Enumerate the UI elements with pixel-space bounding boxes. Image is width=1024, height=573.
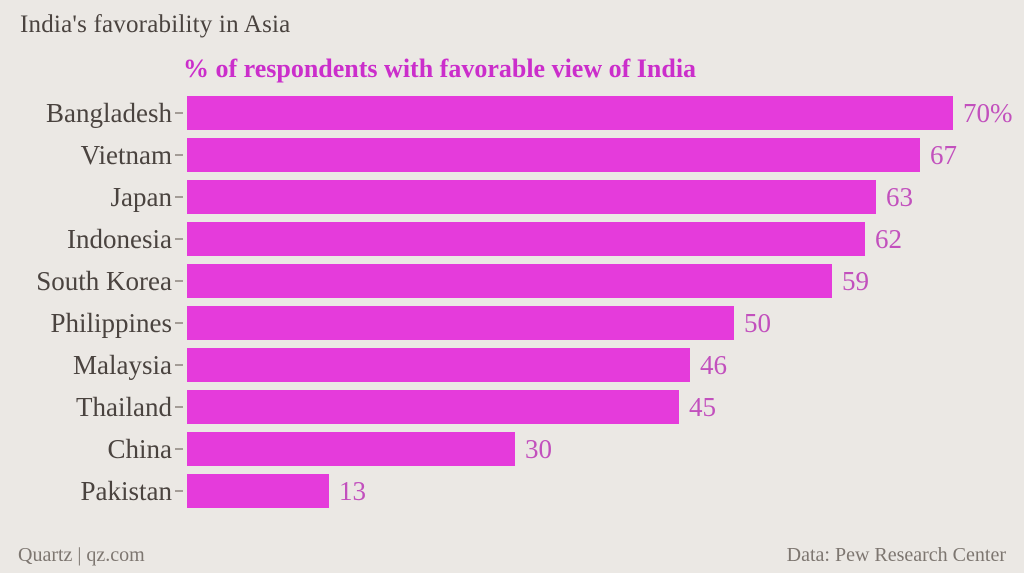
category-label: Japan: [110, 181, 172, 212]
tick-mark: [175, 280, 183, 282]
bar-row: Philippines 50: [0, 302, 1024, 344]
bar: [187, 138, 920, 172]
tick-mark: [175, 364, 183, 366]
category-label: Philippines: [50, 307, 172, 338]
value-label: 67: [930, 139, 957, 170]
bar-row: China 30: [0, 428, 1024, 470]
bar-row: Indonesia 62: [0, 218, 1024, 260]
value-label: 63: [886, 181, 913, 212]
bar-row: Vietnam 67: [0, 134, 1024, 176]
source-attribution-left: Quartz | qz.com: [18, 544, 145, 566]
bar: [187, 222, 865, 256]
chart-title: India's favorability in Asia: [20, 11, 291, 38]
tick-mark: [175, 490, 183, 492]
bar: [187, 348, 690, 382]
bar-row: Pakistan 13: [0, 470, 1024, 512]
tick-mark: [175, 406, 183, 408]
category-label: South Korea: [36, 265, 172, 296]
bar: [187, 474, 329, 508]
category-label: Pakistan: [80, 475, 173, 506]
value-label: 59: [842, 265, 869, 296]
value-label: 30: [525, 433, 552, 464]
bar: [187, 390, 679, 424]
bar-row: South Korea 59: [0, 260, 1024, 302]
bar: [187, 180, 876, 214]
bar-row: Malaysia 46: [0, 344, 1024, 386]
category-label: China: [107, 433, 173, 464]
value-label: 62: [875, 223, 902, 254]
bar-row: Bangladesh 70%: [0, 92, 1024, 134]
category-label: Indonesia: [67, 223, 172, 254]
tick-mark: [175, 196, 183, 198]
tick-mark: [175, 112, 183, 114]
bar-row: Japan 63: [0, 176, 1024, 218]
category-label: Thailand: [76, 391, 172, 422]
tick-mark: [175, 154, 183, 156]
tick-mark: [175, 322, 183, 324]
bar: [187, 432, 515, 466]
category-label: Malaysia: [73, 349, 172, 380]
bar: [187, 264, 832, 298]
bar-chart-rows: Bangladesh 70% Vietnam 67 Japan 63 Indon…: [0, 92, 1024, 512]
value-label: 70%: [963, 97, 1013, 128]
bar-row: Thailand 45: [0, 386, 1024, 428]
value-label: 13: [339, 475, 366, 506]
source-attribution-right: Data: Pew Research Center: [786, 544, 1006, 566]
tick-mark: [175, 238, 183, 240]
category-label: Bangladesh: [46, 97, 172, 128]
value-label: 46: [700, 349, 727, 380]
bar: [187, 306, 734, 340]
tick-mark: [175, 448, 183, 450]
bar: [187, 96, 953, 130]
value-label: 50: [744, 307, 771, 338]
value-label: 45: [689, 391, 716, 422]
chart-subtitle: % of respondents with favorable view of …: [183, 54, 697, 83]
category-label: Vietnam: [80, 139, 172, 170]
